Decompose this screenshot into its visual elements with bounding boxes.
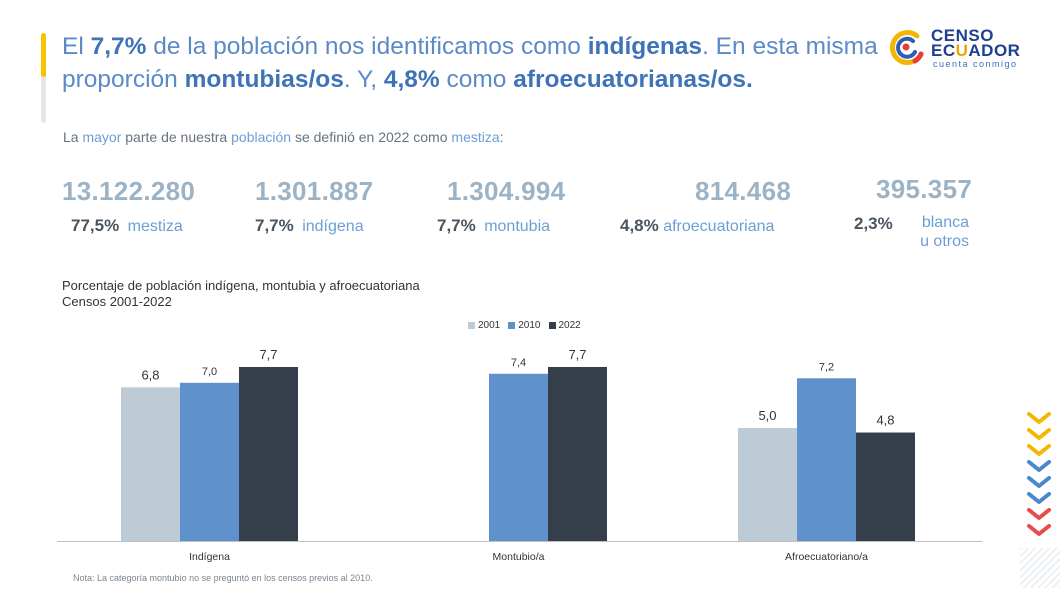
stat-indigena: 1.301.887 7,7% indígena	[255, 176, 374, 235]
bar-2001-0	[121, 387, 180, 541]
headline: El 7,7% de la población nos identificamo…	[62, 33, 878, 93]
stat-label: indígena	[302, 218, 364, 235]
chart-legend: 2001 2010 2022	[468, 320, 581, 331]
censo-logo-icon	[889, 30, 924, 65]
chart-title: Porcentaje de población indígena, montub…	[62, 278, 420, 309]
bar-value-label: 7,7	[259, 347, 277, 362]
footnote: Nota: La categoría montubio no se pregun…	[73, 573, 373, 583]
bar-2010-1	[489, 373, 548, 541]
stat-number: 395.357	[876, 174, 973, 204]
accent-bar	[41, 33, 46, 123]
bar-value-label: 7,4	[511, 357, 526, 369]
bar-2001-2	[738, 428, 797, 541]
x-tick-label: Indígena	[189, 551, 230, 563]
bar-value-label: 7,2	[819, 361, 834, 373]
bar-value-label: 6,8	[141, 367, 159, 382]
intro-text: La mayor parte de nuestra población se d…	[63, 129, 504, 145]
bar-value-label: 4,8	[876, 413, 894, 428]
decorative-pattern	[1020, 548, 1060, 588]
stat-montubia: 1.304.994 7,7% montubia	[437, 176, 566, 235]
stat-label: montubia	[484, 218, 551, 235]
stat-number: 13.122.280	[62, 176, 196, 206]
x-tick-label: Montubio/a	[493, 551, 545, 563]
censo-ecuador-logo: CENSO ECUADOR cuenta conmigo	[885, 24, 1035, 74]
stat-afroecuatoriana: 814.468 4,8% afroecuatoriana	[620, 176, 792, 235]
stat-blanca: 395.357 2,3% blanca u otros	[854, 174, 973, 250]
bar-2022-1	[548, 366, 607, 541]
chevron-decoration-icon	[1027, 412, 1051, 536]
stat-label: blanca	[921, 214, 969, 231]
bar-2022-2	[856, 432, 915, 541]
legend-item-2001: 2001	[468, 320, 500, 331]
stat-label-line2: u otros	[920, 233, 969, 250]
bar-2010-0	[180, 382, 239, 541]
bar-2010-2	[797, 378, 856, 541]
stat-percent: 2,3%	[854, 214, 893, 233]
stat-percent: 7,7%	[437, 216, 476, 235]
legend-item-2010: 2010	[508, 320, 541, 331]
stat-percent: 4,8%	[620, 216, 659, 235]
stat-number: 814.468	[695, 176, 792, 206]
stat-label: mestiza	[127, 218, 183, 235]
stat-label: afroecuatoriana	[663, 218, 775, 235]
stat-number: 1.301.887	[255, 176, 374, 206]
stat-percent: 77,5%	[71, 216, 120, 235]
bar-value-label: 5,0	[758, 408, 776, 423]
stat-percent: 7,7%	[255, 216, 294, 235]
bar-value-label: 7,7	[568, 347, 586, 362]
x-tick-label: Afroecuatoriano/a	[785, 551, 868, 563]
bar-value-label: 7,0	[202, 366, 217, 378]
stat-number: 1.304.994	[447, 176, 566, 206]
stat-mestiza: 13.122.280 77,5% mestiza	[62, 176, 196, 235]
legend-item-2022: 2022	[548, 320, 581, 331]
bar-2022-0	[239, 366, 298, 541]
